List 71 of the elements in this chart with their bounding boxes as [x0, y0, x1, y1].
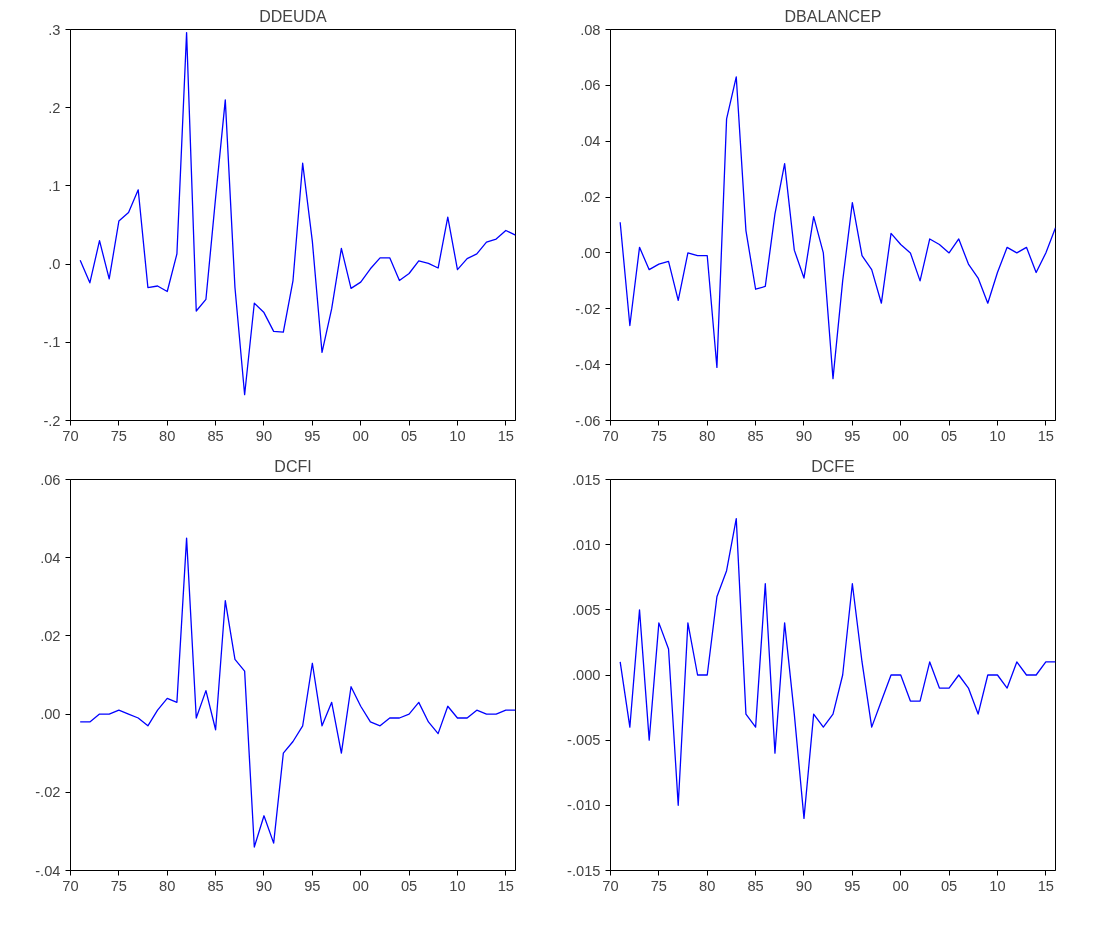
x-tick-label: 85 [207, 877, 224, 894]
x-tick-label: 00 [352, 427, 369, 444]
x-tick-label: 70 [62, 877, 79, 894]
x-tick-label: 05 [400, 877, 418, 894]
chart-title: DBALANCEP [784, 7, 882, 25]
y-tick-label: -.04 [575, 356, 601, 373]
x-tick-label: 90 [255, 427, 273, 444]
y-tick-label: -.005 [567, 732, 601, 749]
y-tick-label: -.010 [567, 797, 601, 814]
x-tick-label: 95 [844, 427, 861, 444]
y-tick-label: .2 [48, 99, 61, 116]
x-tick-label: 00 [892, 877, 909, 894]
y-tick-label: -.2 [43, 412, 61, 429]
y-tick-label: .02 [580, 189, 601, 206]
x-tick-label: 80 [699, 877, 716, 894]
x-tick-label: 15 [497, 877, 514, 894]
x-tick-label: 75 [110, 877, 128, 894]
y-tick-label: .1 [48, 177, 61, 194]
y-tick-label: -.06 [575, 412, 601, 429]
x-tick-label: 90 [795, 877, 813, 894]
y-tick-label: .06 [580, 77, 601, 94]
x-tick-label: 95 [304, 877, 321, 894]
y-tick-label: .08 [580, 21, 601, 38]
x-tick-label: 85 [207, 427, 224, 444]
y-tick-label: -.02 [35, 784, 61, 801]
chart-title: DDEUDA [259, 7, 328, 25]
x-tick-label: 15 [1037, 877, 1054, 894]
y-tick-label: .005 [571, 601, 601, 618]
x-tick-label: 90 [255, 877, 273, 894]
x-tick-label: 05 [940, 427, 958, 444]
x-tick-label: 85 [747, 877, 764, 894]
y-tick-label: -.04 [35, 862, 61, 879]
x-tick-label: 05 [940, 877, 958, 894]
x-tick-label: 75 [110, 427, 128, 444]
y-tick-label: .0 [48, 256, 61, 273]
x-tick-label: 10 [449, 877, 466, 894]
x-tick-label: 00 [892, 427, 909, 444]
x-tick-label: 10 [989, 427, 1006, 444]
y-tick-label: .04 [40, 549, 61, 566]
x-tick-label: 10 [989, 877, 1006, 894]
x-tick-label: 75 [650, 877, 668, 894]
chart-title: DCFE [811, 457, 855, 475]
x-tick-label: 00 [352, 877, 369, 894]
x-tick-label: 15 [1037, 427, 1054, 444]
y-tick-label: .3 [48, 21, 61, 38]
y-tick-label: -.02 [575, 300, 601, 317]
y-tick-label: -.1 [43, 334, 61, 351]
x-tick-label: 15 [497, 427, 514, 444]
x-tick-label: 80 [159, 427, 176, 444]
y-tick-label: .010 [571, 536, 601, 553]
x-tick-label: 85 [747, 427, 764, 444]
y-tick-label: .04 [580, 133, 601, 150]
x-tick-label: 75 [650, 427, 668, 444]
x-tick-label: 80 [699, 427, 716, 444]
y-tick-label: .06 [40, 471, 61, 488]
y-tick-label: .015 [571, 471, 601, 488]
x-tick-label: 80 [159, 877, 176, 894]
y-tick-label: .000 [571, 667, 601, 683]
x-tick-label: 70 [602, 877, 619, 894]
x-tick-label: 70 [62, 427, 79, 444]
x-tick-label: 70 [602, 427, 619, 444]
y-tick-label: .00 [580, 244, 601, 261]
x-tick-label: 05 [400, 427, 418, 444]
chart-title: DCFI [274, 457, 312, 475]
y-tick-label: .00 [40, 706, 61, 723]
y-tick-label: .02 [40, 627, 61, 644]
x-tick-label: 95 [304, 427, 321, 444]
x-tick-label: 95 [844, 877, 861, 894]
y-tick-label: -.015 [567, 862, 601, 879]
x-tick-label: 10 [449, 427, 466, 444]
x-tick-label: 90 [795, 427, 813, 444]
